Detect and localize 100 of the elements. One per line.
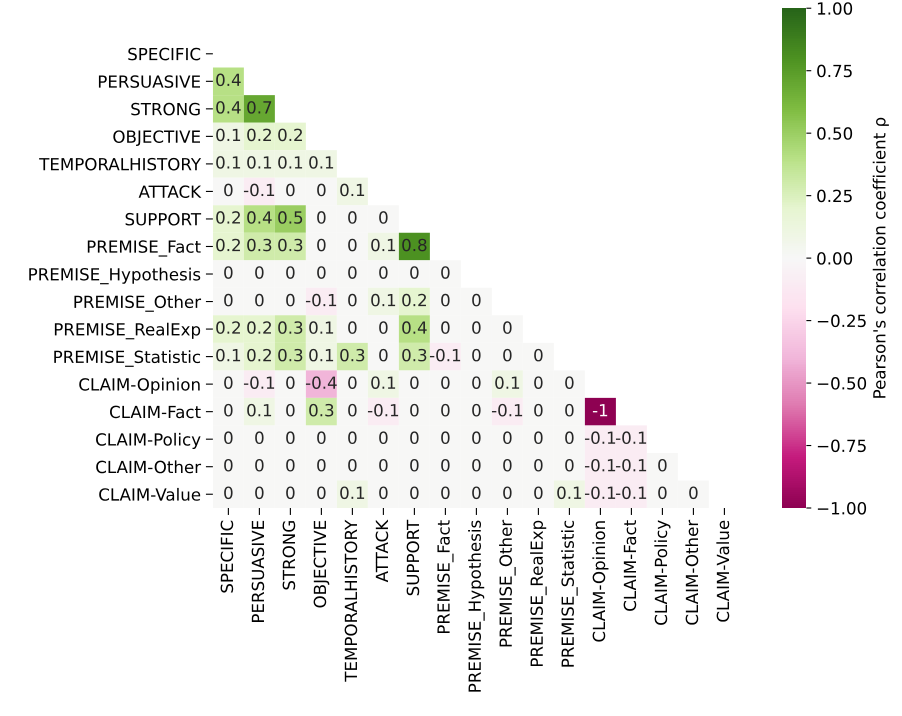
color-bar-label: −1.00 [818, 502, 866, 515]
data-label: 0 [317, 266, 326, 279]
data-label: 0 [348, 376, 357, 389]
data-label: 0 [689, 486, 698, 500]
data-label: 0.3 [402, 348, 426, 362]
data-label: 0 [224, 376, 233, 389]
y-tick-label: CLAIM-Value [99, 488, 200, 501]
data-label: 0 [317, 486, 326, 500]
data-label: 0 [379, 486, 388, 500]
data-label: 0 [224, 404, 233, 416]
data-label: 0 [441, 458, 450, 472]
data-label: 0.7 [247, 101, 272, 114]
data-label: 0 [472, 458, 481, 472]
data-label: 0 [410, 266, 419, 279]
data-label: 0 [410, 458, 419, 472]
y-tick-label: ATTACK [138, 185, 202, 198]
y-tick-label: PERSUASIVE [98, 75, 200, 88]
x-tick-label: STRONG [282, 521, 296, 590]
color-bar-label: 0.25 [817, 190, 852, 202]
data-label: 0 [224, 294, 233, 306]
data-label: 0.1 [309, 156, 334, 169]
data-label: 0 [565, 376, 574, 389]
data-label: 0 [534, 486, 543, 500]
data-label: 0 [317, 211, 326, 224]
data-label: 0 [503, 486, 512, 500]
data-label: 0.2 [216, 211, 240, 224]
data-label: 0 [441, 266, 450, 279]
color-bar-label: −0.25 [818, 314, 866, 328]
data-label: 0 [534, 404, 543, 416]
data-label: -0.4 [306, 376, 337, 389]
data-label: -0.1 [306, 294, 336, 306]
data-label: -0.1 [430, 348, 460, 362]
data-label: 0 [472, 431, 481, 444]
x-tick-label: SUPPORT [406, 520, 420, 596]
x-tick-label: PREMISE_Fact [437, 520, 454, 634]
data-label: 0.3 [278, 321, 302, 334]
data-label: 0 [472, 404, 481, 416]
data-label: 0.4 [216, 101, 241, 114]
data-label: 0 [348, 211, 357, 224]
color-bar-label: 0.00 [817, 252, 852, 265]
y-tick-label: CLAIM-Policy [96, 432, 201, 449]
data-label: 0 [379, 211, 388, 224]
data-label: 0 [348, 321, 357, 334]
y-tick-label: TEMPORALHISTORY [39, 158, 202, 170]
data-label: 0 [255, 458, 264, 472]
y-tick-label: PREMISE_RealExp [54, 322, 200, 340]
y-tick-label: STRONG [131, 102, 200, 116]
data-label: 0 [472, 294, 481, 306]
data-label: 0 [534, 376, 543, 389]
x-tick-label: ATTACK [376, 519, 388, 582]
y-tick-label: CLAIM-Fact [110, 406, 201, 418]
y-tick-label: PREMISE_Statistic [54, 350, 200, 367]
data-label: 0 [224, 458, 233, 472]
x-tick-label: CLAIM-Fact [624, 520, 636, 611]
data-label: 0.1 [371, 294, 396, 306]
data-label: 0.1 [557, 486, 582, 500]
y-tick-label: PREMISE_Fact [88, 240, 201, 257]
data-label: 0.2 [216, 321, 240, 334]
data-label: 0 [348, 266, 357, 279]
data-label: 0.1 [216, 156, 240, 169]
data-label: 0 [410, 486, 419, 500]
data-label: 0 [472, 376, 481, 389]
data-label: 0 [379, 321, 388, 334]
data-label: 0.4 [402, 321, 427, 334]
data-label: 0 [410, 404, 419, 416]
color-bar-label: −0.50 [818, 377, 866, 390]
color-bar-label: 1.00 [818, 2, 852, 15]
data-label: 0.1 [371, 238, 396, 252]
data-label: -0.1 [492, 404, 522, 416]
data-label: 0.3 [309, 404, 334, 416]
x-tick-label: CLAIM-Policy [654, 520, 670, 625]
data-label: 0 [286, 431, 295, 444]
data-label: 0 [472, 348, 481, 362]
y-tick-label: PREMISE_Other [74, 295, 202, 312]
data-label: 0 [286, 266, 295, 279]
data-label: 0 [658, 486, 667, 500]
data-label: 0 [286, 458, 295, 472]
data-label: -0.1 [584, 458, 616, 472]
data-label: 0 [348, 404, 357, 416]
data-label: 0.1 [247, 404, 272, 416]
x-tick-label: TEMPORALHISTORY [344, 520, 358, 682]
data-label: 0.4 [247, 211, 272, 224]
data-label: 0.1 [309, 321, 334, 334]
data-label: 0 [503, 458, 512, 472]
data-label: -0.1 [616, 486, 646, 500]
data-label: -1 [592, 404, 608, 416]
data-label: 0 [255, 266, 264, 279]
data-label: 0.2 [247, 128, 271, 142]
x-tick-label: CLAIM-Opinion [592, 521, 608, 642]
data-label: 0.1 [247, 156, 272, 169]
x-tick-label: CLAIM-Value [716, 520, 730, 622]
data-label: 0 [441, 486, 450, 500]
data-label: 0 [224, 266, 233, 279]
data-label: 0.2 [216, 238, 240, 252]
x-tick-label: CLAIM-Other [685, 520, 698, 625]
data-label: -0.1 [244, 376, 274, 389]
data-label: 0 [441, 376, 450, 389]
data-label: 0 [658, 458, 667, 472]
data-label: 0.1 [309, 348, 334, 362]
x-tick-label: PREMISE_Hypothesis [468, 520, 485, 692]
